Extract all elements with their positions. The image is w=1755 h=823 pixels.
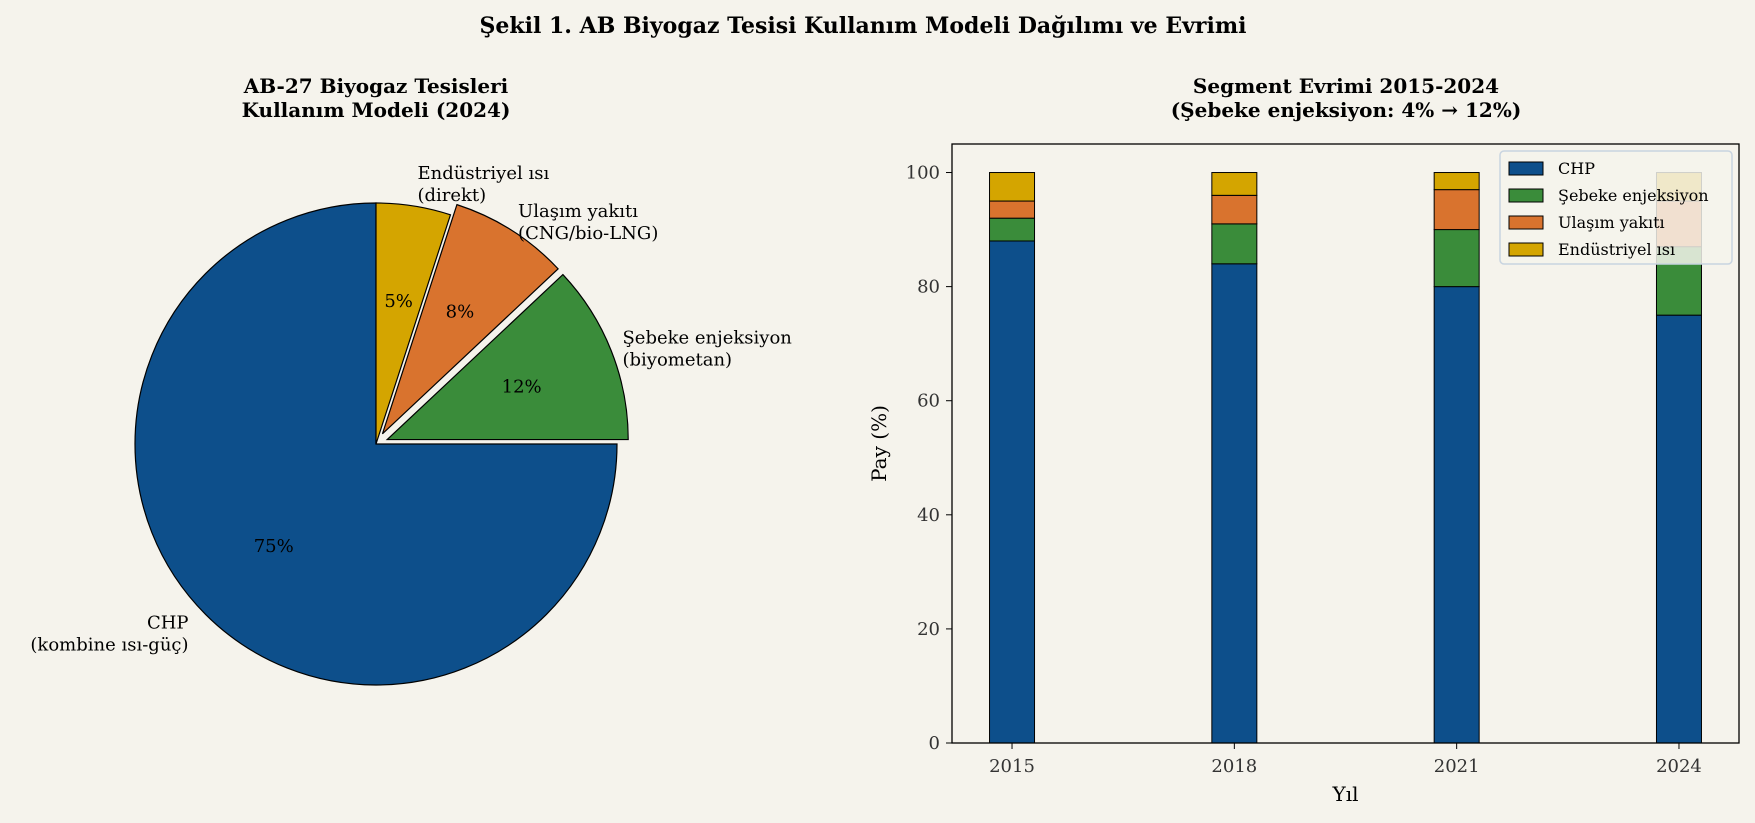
pie-pct-label: 8% xyxy=(446,302,475,323)
bar-segment xyxy=(1211,172,1258,196)
bar-segment xyxy=(989,172,1036,202)
pie-title-line: AB-27 Biyogaz Tesisleri xyxy=(243,74,509,98)
pie-slice-label: Endüstriyel ısı (direkt) xyxy=(417,163,549,206)
pie-title-line: Kullanım Modeli (2024) xyxy=(242,98,511,122)
y-tick-label: 100 xyxy=(906,163,940,184)
pie-slice-label: CHP (kombine ısı-güç) xyxy=(30,612,188,655)
pie-slice xyxy=(134,202,618,686)
pie-slice-label-line: CHP xyxy=(147,612,189,633)
pie-slice xyxy=(375,202,452,445)
plot-frame xyxy=(951,143,1740,744)
bar-segment xyxy=(989,217,1036,242)
pie-slice xyxy=(381,203,559,435)
y-axis-label: Pay (%) xyxy=(867,405,891,482)
bar-segment xyxy=(1433,172,1480,191)
bar-segment xyxy=(989,240,1036,744)
legend-swatch xyxy=(1508,242,1544,257)
pie-pct-label: 75% xyxy=(254,536,294,557)
legend-swatch xyxy=(1508,188,1544,203)
y-tick-label: 0 xyxy=(929,733,940,754)
stacked-bar-chart: Segment Evrimi 2015-2024 (Şebeke enjeksiy… xyxy=(867,74,1740,806)
bar-title-line: Segment Evrimi 2015-2024 xyxy=(1193,74,1499,98)
bar-segment xyxy=(1211,194,1258,225)
y-tick-label: 80 xyxy=(917,277,940,298)
pie-pct-label: 5% xyxy=(384,291,413,312)
pie-slice-label-line: (direkt) xyxy=(417,185,486,206)
pie-slice-label: Ulaşım yakıtı (CNG/bio-LNG) xyxy=(518,201,658,244)
bar-title: Segment Evrimi 2015-2024 (Şebeke enjeksiy… xyxy=(1171,74,1522,122)
pie-slice-label: Şebeke enjeksiyon (biyometan) xyxy=(622,327,792,370)
legend-swatch xyxy=(1508,215,1544,230)
bar-segment xyxy=(1211,223,1258,265)
bar-segment xyxy=(1655,314,1702,744)
legend: CHP Şebeke enjeksiyon Ulaşım yakıtı Endüstr… xyxy=(1499,150,1733,265)
x-tick-label: 2024 xyxy=(1656,756,1702,777)
bar-segment xyxy=(1211,263,1258,744)
bar-segment xyxy=(1433,189,1480,231)
bar-segment xyxy=(1433,286,1480,744)
pie-slice-label-line: (biyometan) xyxy=(622,349,732,370)
x-tick-label: 2021 xyxy=(1434,756,1480,777)
pie-pct-label: 12% xyxy=(502,376,542,397)
bar-title-line: (Şebeke enjeksiyon: 4% → 12%) xyxy=(1171,98,1522,122)
y-tick-label: 20 xyxy=(917,619,940,640)
x-tick-label: 2018 xyxy=(1211,756,1257,777)
legend-box xyxy=(1499,150,1733,265)
pie-chart: AB-27 Biyogaz Tesisleri Kullanım Modeli (… xyxy=(30,74,792,686)
legend-label: Şebeke enjeksiyon xyxy=(1558,186,1709,205)
figure-title: Şekil 1. AB Biyogaz Tesisi Kullanım Mode… xyxy=(480,13,1247,39)
pie-slice xyxy=(385,273,629,441)
legend-swatch xyxy=(1508,161,1544,176)
pie-slice-label-line: Ulaşım yakıtı xyxy=(518,201,638,222)
legend-label: CHP xyxy=(1558,159,1595,178)
bar-segment xyxy=(1433,229,1480,288)
legend-label: Endüstriyel ısı xyxy=(1558,240,1675,259)
pie-slice-label-line: Endüstriyel ısı xyxy=(417,163,549,184)
legend-label: Ulaşım yakıtı xyxy=(1558,213,1665,232)
y-tick-label: 40 xyxy=(917,505,940,526)
y-tick-label: 60 xyxy=(917,391,940,412)
pie-slice-label-line: (kombine ısı-güç) xyxy=(30,634,188,655)
pie-title: AB-27 Biyogaz Tesisleri Kullanım Modeli (… xyxy=(242,74,511,122)
pie-slice-label-line: Şebeke enjeksiyon xyxy=(622,327,792,348)
x-tick-label: 2015 xyxy=(989,756,1035,777)
bar-segment xyxy=(989,200,1036,219)
x-axis-label: Yıl xyxy=(1332,782,1359,806)
pie-slice-label-line: (CNG/bio-LNG) xyxy=(518,223,658,244)
